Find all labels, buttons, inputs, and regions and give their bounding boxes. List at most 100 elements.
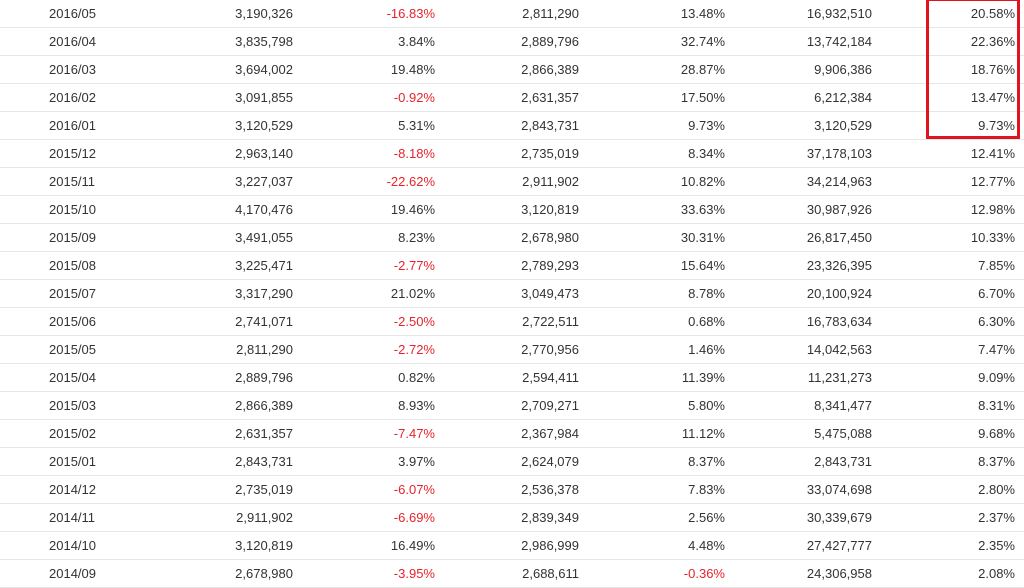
change-a-cell: 0.82% (294, 363, 435, 392)
change-b-cell: 1.46% (579, 335, 725, 364)
value-b-cell: 2,678,980 (435, 223, 579, 252)
table-row: 2015/04 2,889,796 0.82% 2,594,411 11.39% 11,2… (0, 363, 1024, 392)
table-row: 2014/09 2,678,980 -3.95% 2,688,611 -0.36% 24,… (0, 559, 1024, 588)
change-a-cell: -2.72% (294, 335, 435, 364)
month-cell: 2014/11 (0, 503, 148, 532)
value-a-cell: 2,963,140 (148, 139, 294, 168)
change-a-cell: 3.84% (294, 27, 435, 56)
change-b-cell: -0.36% (579, 559, 725, 588)
month-cell: 2014/09 (0, 559, 148, 588)
cumulative-change-cell: 2.37% (872, 503, 1024, 532)
cumulative-cell: 16,932,510 (725, 0, 872, 28)
value-b-cell: 2,789,293 (435, 251, 579, 280)
change-a-cell: -8.18% (294, 139, 435, 168)
value-b-cell: 3,049,473 (435, 279, 579, 308)
change-b-cell: 2.56% (579, 503, 725, 532)
table-row: 2015/05 2,811,290 -2.72% 2,770,956 1.46% 14,0… (0, 335, 1024, 364)
month-cell: 2015/05 (0, 335, 148, 364)
change-b-cell: 8.78% (579, 279, 725, 308)
value-a-cell: 2,811,290 (148, 335, 294, 364)
cumulative-change-cell: 6.30% (872, 307, 1024, 336)
cumulative-cell: 6,212,384 (725, 83, 872, 112)
value-b-cell: 2,911,902 (435, 167, 579, 196)
change-b-cell: 17.50% (579, 83, 725, 112)
cumulative-cell: 37,178,103 (725, 139, 872, 168)
change-a-cell: 19.46% (294, 195, 435, 224)
value-a-cell: 3,694,002 (148, 55, 294, 84)
cumulative-cell: 27,427,777 (725, 531, 872, 560)
table-row: 2015/03 2,866,389 8.93% 2,709,271 5.80% 8,341… (0, 391, 1024, 420)
value-a-cell: 3,225,471 (148, 251, 294, 280)
month-cell: 2016/05 (0, 0, 148, 28)
value-a-cell: 3,190,326 (148, 0, 294, 28)
change-b-cell: 8.37% (579, 447, 725, 476)
month-cell: 2015/02 (0, 419, 148, 448)
table-row: 2015/09 3,491,055 8.23% 2,678,980 30.31% 26,8… (0, 223, 1024, 252)
month-cell: 2016/04 (0, 27, 148, 56)
cumulative-change-cell: 20.58% (872, 0, 1024, 28)
change-b-cell: 9.73% (579, 111, 725, 140)
value-a-cell: 3,227,037 (148, 167, 294, 196)
cumulative-change-cell: 9.68% (872, 419, 1024, 448)
table-row: 2015/01 2,843,731 3.97% 2,624,079 8.37% 2,843… (0, 447, 1024, 476)
value-b-cell: 2,722,511 (435, 307, 579, 336)
value-b-cell: 2,735,019 (435, 139, 579, 168)
month-cell: 2015/07 (0, 279, 148, 308)
value-a-cell: 2,843,731 (148, 447, 294, 476)
value-b-cell: 2,889,796 (435, 27, 579, 56)
cumulative-cell: 11,231,273 (725, 363, 872, 392)
table-row: 2016/03 3,694,002 19.48% 2,866,389 28.87% 9,9… (0, 55, 1024, 84)
value-a-cell: 3,491,055 (148, 223, 294, 252)
change-a-cell: 21.02% (294, 279, 435, 308)
change-b-cell: 5.80% (579, 391, 725, 420)
value-b-cell: 2,624,079 (435, 447, 579, 476)
change-b-cell: 0.68% (579, 307, 725, 336)
value-a-cell: 2,735,019 (148, 475, 294, 504)
cumulative-change-cell: 10.33% (872, 223, 1024, 252)
value-a-cell: 2,631,357 (148, 419, 294, 448)
value-b-cell: 2,843,731 (435, 111, 579, 140)
cumulative-cell: 3,120,529 (725, 111, 872, 140)
cumulative-cell: 14,042,563 (725, 335, 872, 364)
month-cell: 2015/04 (0, 363, 148, 392)
cumulative-change-cell: 8.37% (872, 447, 1024, 476)
value-b-cell: 2,594,411 (435, 363, 579, 392)
change-b-cell: 11.12% (579, 419, 725, 448)
cumulative-cell: 30,987,926 (725, 195, 872, 224)
cumulative-change-cell: 6.70% (872, 279, 1024, 308)
value-b-cell: 2,839,349 (435, 503, 579, 532)
cumulative-change-cell: 2.08% (872, 559, 1024, 588)
value-b-cell: 2,866,389 (435, 55, 579, 84)
value-b-cell: 2,709,271 (435, 391, 579, 420)
cumulative-change-cell: 12.77% (872, 167, 1024, 196)
change-a-cell: 3.97% (294, 447, 435, 476)
month-cell: 2015/11 (0, 167, 148, 196)
change-a-cell: 8.93% (294, 391, 435, 420)
cumulative-change-cell: 12.41% (872, 139, 1024, 168)
cumulative-cell: 20,100,924 (725, 279, 872, 308)
change-b-cell: 8.34% (579, 139, 725, 168)
change-a-cell: -22.62% (294, 167, 435, 196)
change-a-cell: 16.49% (294, 531, 435, 560)
value-a-cell: 2,741,071 (148, 307, 294, 336)
table-row: 2016/02 3,091,855 -0.92% 2,631,357 17.50% 6,2… (0, 83, 1024, 112)
cumulative-cell: 5,475,088 (725, 419, 872, 448)
cumulative-cell: 30,339,679 (725, 503, 872, 532)
month-cell: 2015/06 (0, 307, 148, 336)
table-row: 2015/07 3,317,290 21.02% 3,049,473 8.78% 20,1… (0, 279, 1024, 308)
cumulative-change-cell: 7.47% (872, 335, 1024, 364)
change-a-cell: -0.92% (294, 83, 435, 112)
month-cell: 2015/10 (0, 195, 148, 224)
cumulative-change-cell: 8.31% (872, 391, 1024, 420)
value-b-cell: 2,367,984 (435, 419, 579, 448)
change-b-cell: 7.83% (579, 475, 725, 504)
month-cell: 2015/08 (0, 251, 148, 280)
cumulative-change-cell: 2.35% (872, 531, 1024, 560)
value-a-cell: 2,866,389 (148, 391, 294, 420)
month-cell: 2015/01 (0, 447, 148, 476)
table-row: 2015/10 4,170,476 19.46% 3,120,819 33.63% 30,… (0, 195, 1024, 224)
change-a-cell: 19.48% (294, 55, 435, 84)
change-a-cell: -3.95% (294, 559, 435, 588)
change-a-cell: -6.69% (294, 503, 435, 532)
